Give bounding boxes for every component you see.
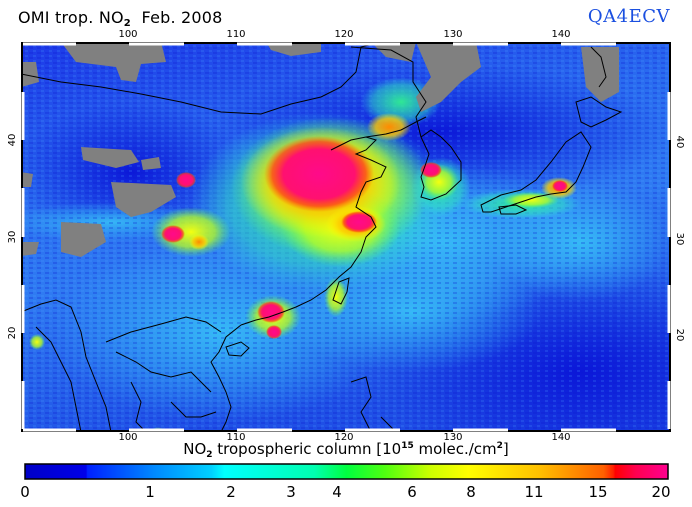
no2-map	[21, 42, 671, 432]
colorbar-tick-0: 0	[20, 483, 30, 501]
right-tick-20: 20	[674, 328, 685, 342]
missing-data-regions	[23, 44, 619, 257]
colorbar-tick-6: 6	[407, 483, 417, 501]
xlabel-middle: tropospheric column [10	[212, 440, 402, 458]
xlabel-unit-exponent: 2	[496, 441, 503, 451]
colorbar-tick-20: 20	[651, 483, 671, 501]
colorbar-tick-15: 15	[588, 483, 608, 501]
colorbar-tick-2: 2	[226, 483, 236, 501]
right-tick-40: 40	[674, 135, 685, 149]
top-tick-140: 140	[551, 29, 571, 40]
bottom-tick-100: 100	[118, 432, 138, 443]
colorbar-tick-8: 8	[466, 483, 476, 501]
brand-label: QA4ECV	[587, 6, 670, 27]
title-subscript: 2	[123, 18, 131, 29]
colorbar-label: NO2 tropospheric column [1015 molec./cm2…	[183, 440, 509, 460]
top-tick-120: 120	[334, 29, 354, 40]
left-tick-20: 20	[7, 326, 18, 340]
xlabel-exponent: 15	[401, 441, 414, 451]
bottom-tick-120: 120	[334, 432, 354, 443]
xlabel-suffix: ]	[502, 440, 509, 458]
colorbar-tick-1: 1	[145, 483, 155, 501]
colorbar-tick-11: 11	[524, 483, 544, 501]
top-tick-110: 110	[226, 29, 246, 40]
top-tick-100: 100	[118, 29, 138, 40]
top-tick-130: 130	[443, 29, 463, 40]
right-tick-30: 30	[674, 232, 685, 246]
title-spacer	[131, 8, 142, 27]
chart-title: OMI trop. NO2 Feb. 2008	[18, 8, 223, 29]
title-date: Feb. 2008	[141, 8, 223, 27]
bottom-tick-110: 110	[226, 432, 246, 443]
left-tick-40: 40	[7, 133, 18, 147]
coastlines	[23, 44, 623, 430]
xlabel-unit: molec./cm	[413, 440, 497, 458]
colorbar	[24, 463, 669, 480]
left-tick-30: 30	[7, 230, 18, 244]
frame-scale-bars	[21, 42, 671, 432]
bottom-tick-140: 140	[551, 432, 571, 443]
xlabel-sub: 2	[206, 450, 213, 460]
bottom-tick-130: 130	[443, 432, 463, 443]
xlabel-prefix: NO	[183, 440, 207, 458]
colorbar-tick-4: 4	[332, 483, 342, 501]
colorbar-tick-3: 3	[286, 483, 296, 501]
title-text: OMI trop. NO	[18, 8, 124, 27]
